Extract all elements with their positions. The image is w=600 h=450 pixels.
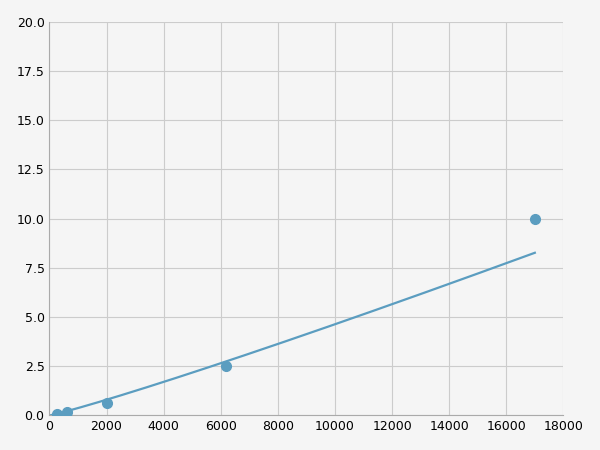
Point — [62, 408, 71, 415]
Point — [102, 399, 112, 406]
Point — [221, 363, 231, 370]
Point — [52, 410, 61, 417]
Point — [530, 215, 539, 222]
